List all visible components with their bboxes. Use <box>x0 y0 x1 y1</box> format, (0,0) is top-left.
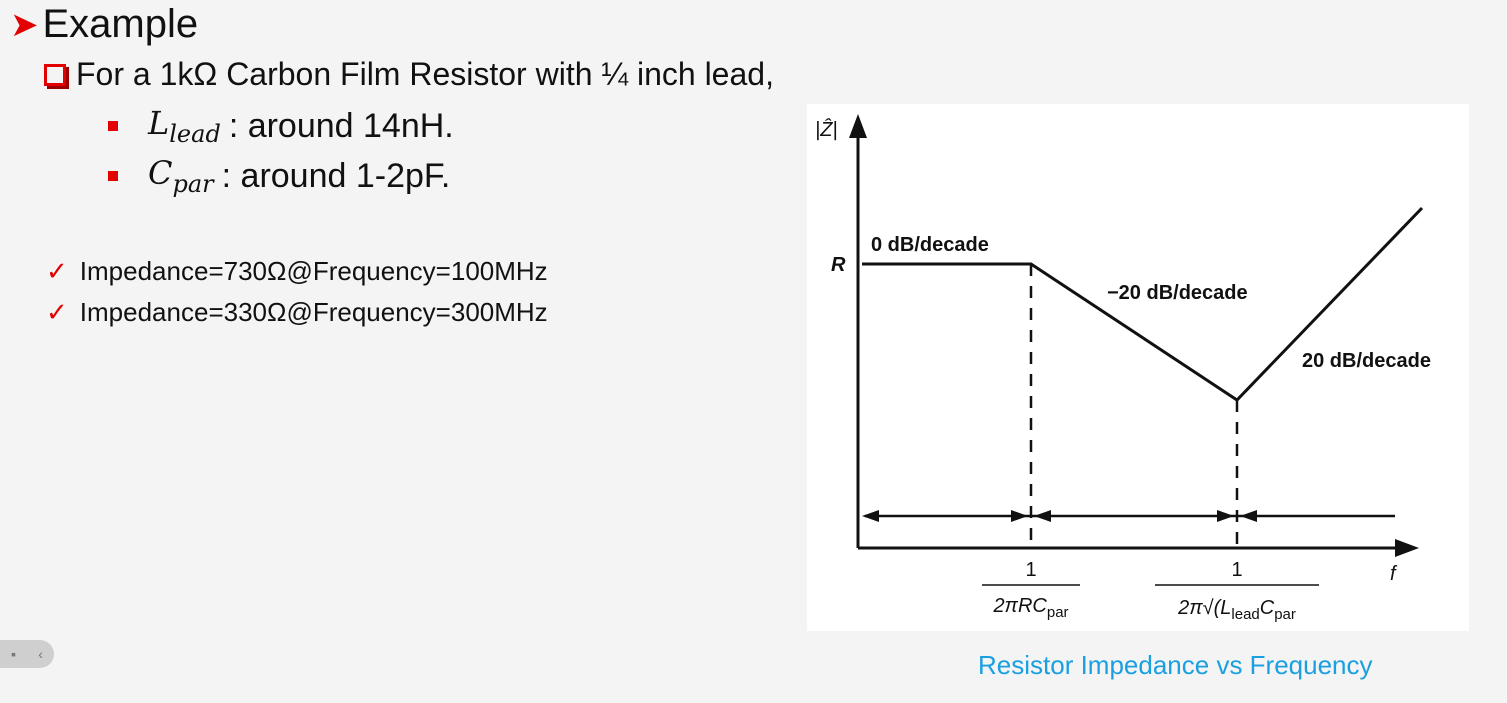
bullet-square-icon <box>108 121 118 131</box>
arrowhead-icon: ➤ <box>10 5 39 44</box>
x-axis-arrow <box>1395 539 1419 557</box>
subheading-text: For a 1kΩ Carbon Film Resistor with ¼ in… <box>76 56 774 92</box>
figure-caption: Resistor Impedance vs Frequency <box>978 650 1373 680</box>
math-l-lead: Llead <box>148 104 221 148</box>
impedance-curve <box>862 206 1424 402</box>
check-item: ✓ Impedance=330Ω@Frequency=300MHz <box>46 297 548 328</box>
heading-text: Example <box>42 2 199 46</box>
x-axis-label: f <box>1390 563 1398 585</box>
region-arrowhead <box>1240 510 1257 522</box>
checkmark-icon: ✓ <box>46 297 68 327</box>
breakpoint-1-numerator: 1 <box>1025 559 1036 581</box>
breakpoint-2-denominator: 2π√(LleadCpar <box>1177 597 1296 623</box>
subheading: For a 1kΩ Carbon Film Resistor with ¼ in… <box>44 56 774 93</box>
check-text: Impedance=730Ω@Frequency=100MHz <box>79 256 548 286</box>
y-axis-label: |Ẑ| <box>815 118 838 141</box>
bullet-parasitic-capacitance: Cpar : around 1-2pF. <box>108 154 450 198</box>
impedance-chart: |Ẑ| f R 0 dB/decade −20 dB/decade 20 dB/… <box>807 104 1469 631</box>
notes-icon[interactable]: ▪ <box>11 646 17 662</box>
math-c-par: Cpar <box>148 154 214 198</box>
checkmark-icon: ✓ <box>46 256 68 286</box>
region-arrowhead <box>1034 510 1051 522</box>
segment-label-plus20db: 20 dB/decade <box>1302 350 1431 372</box>
check-text: Impedance=330Ω@Frequency=300MHz <box>79 297 548 327</box>
bullet-text: : around 14nH. <box>228 106 454 145</box>
checkbox-icon <box>44 63 66 86</box>
bullet-lead-inductance: Llead : around 14nH. <box>108 104 454 148</box>
slide-heading: ➤ Example <box>10 2 198 47</box>
slide-controls[interactable]: ▪ ‹ <box>0 640 54 668</box>
breakpoint-2-numerator: 1 <box>1231 559 1242 581</box>
breakpoint-1-denominator: 2πRCpar <box>992 595 1068 621</box>
prev-slide-icon[interactable]: ‹ <box>38 646 43 662</box>
y-tick-r: R <box>831 254 846 276</box>
segment-label-minus20db: −20 dB/decade <box>1107 282 1248 304</box>
region-arrowhead <box>1217 510 1234 522</box>
region-arrowhead <box>1011 510 1028 522</box>
segment-label-0db: 0 dB/decade <box>871 234 989 256</box>
bullet-text: : around 1-2pF. <box>221 156 451 195</box>
bullet-square-icon <box>108 171 118 181</box>
y-axis-arrow <box>849 114 867 138</box>
region-arrowhead <box>862 510 879 522</box>
check-item: ✓ Impedance=730Ω@Frequency=100MHz <box>46 256 548 287</box>
